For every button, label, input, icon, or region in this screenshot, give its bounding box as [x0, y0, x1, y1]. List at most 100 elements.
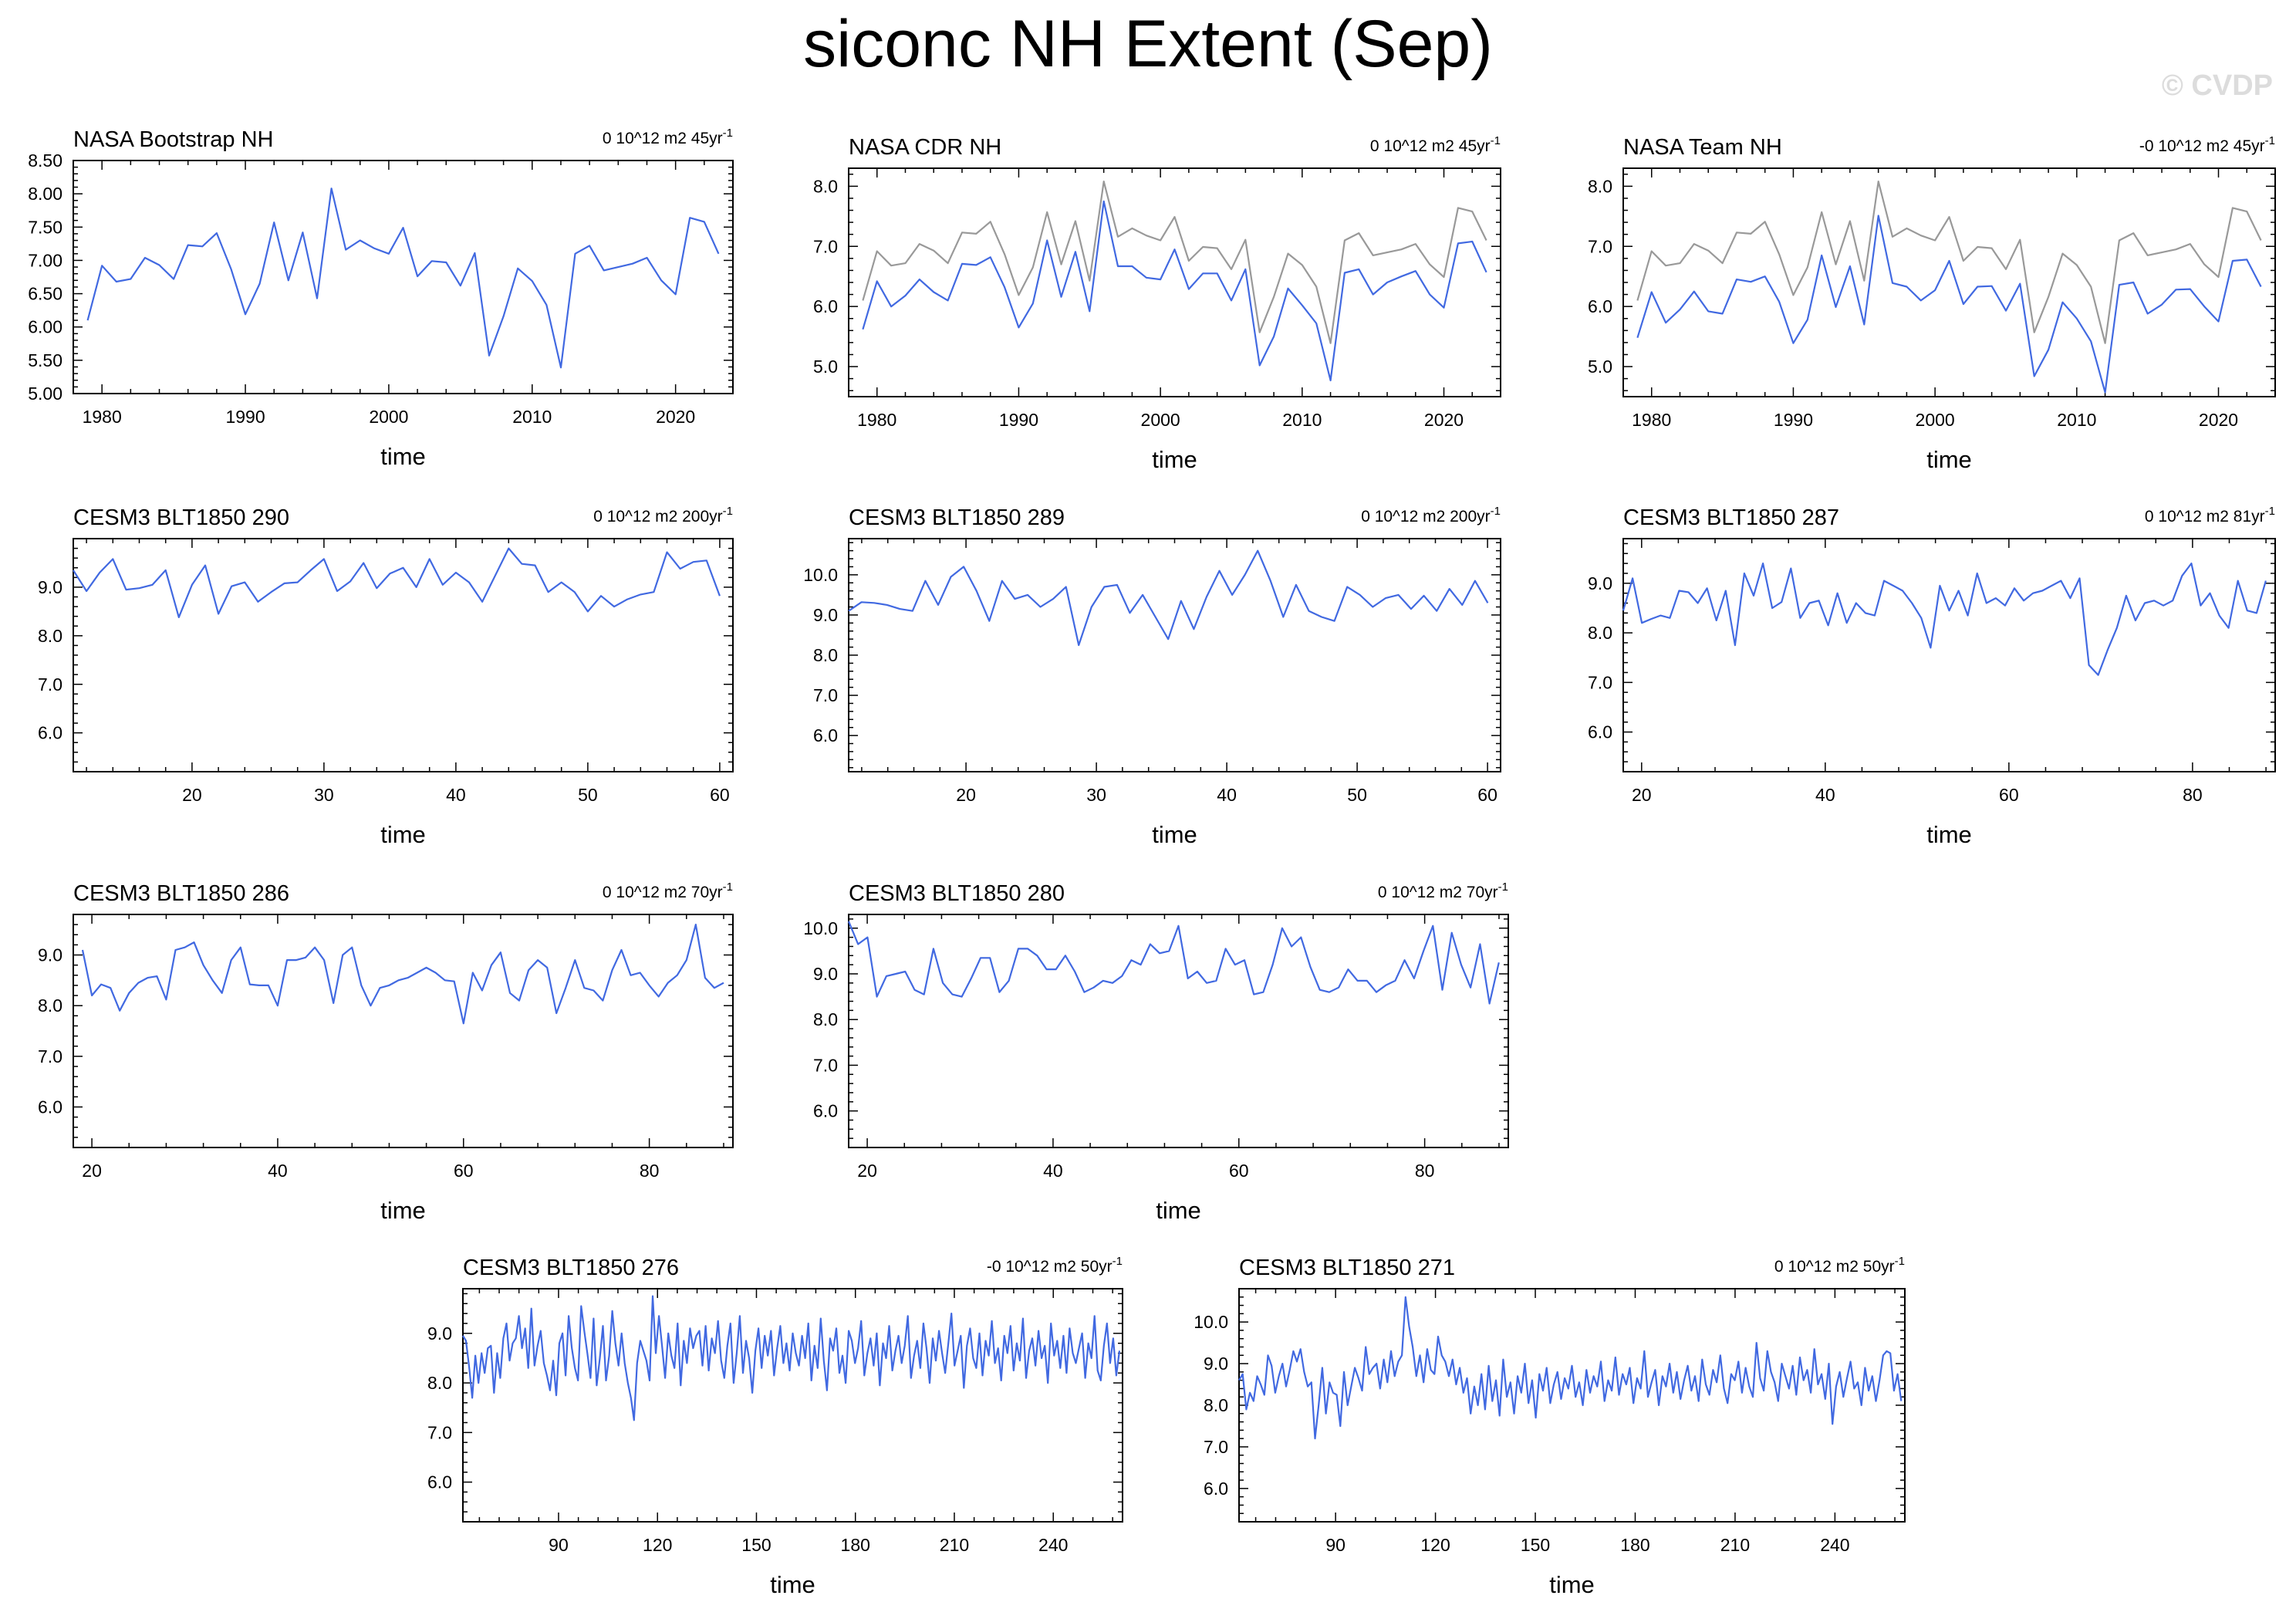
series-line-0	[1636, 181, 2262, 344]
y-tick-label: 7.0	[1204, 1437, 1228, 1457]
trend-label: 0 10^12 m2 50yr-1	[1774, 1255, 1905, 1276]
chart-panel-8: CESM3 BLT1850 276 -0 10^12 m2 50yr-1 6.0 7.…	[427, 1255, 1123, 1598]
x-tick-label: 2000	[1141, 410, 1180, 430]
x-tick-label: 40	[268, 1161, 288, 1181]
y-tick-label: 8.0	[1204, 1395, 1228, 1415]
x-tick-label: 2020	[1424, 410, 1464, 430]
x-tick-label: 40	[1043, 1161, 1063, 1181]
x-tick-label: 2000	[369, 407, 408, 427]
series-line-0	[847, 921, 1500, 1005]
chart-panel-4: CESM3 BLT1850 289 0 10^12 m2 200yr-1 6.0 7.…	[803, 505, 1501, 848]
y-tick-label: 10.0	[1194, 1312, 1228, 1332]
y-tick-label: 6.0	[1588, 296, 1612, 316]
y-tick-label: 6.0	[427, 1472, 452, 1492]
panel-title: NASA CDR NH	[849, 135, 1001, 160]
x-tick-label: 90	[1325, 1535, 1346, 1555]
x-tick-label: 60	[710, 785, 730, 805]
y-tick-label: 8.0	[813, 1009, 838, 1029]
trend-text: 0 10^12 m2 70yr	[603, 884, 723, 901]
x-tick-label: 1980	[1632, 410, 1671, 430]
x-tick-label: 30	[1086, 785, 1106, 805]
x-tick-label: 60	[1229, 1161, 1249, 1181]
x-tick-label: 80	[2183, 785, 2203, 805]
panel-title: CESM3 BLT1850 286	[73, 881, 289, 906]
x-axis-label: time	[770, 1571, 815, 1598]
x-axis-label: time	[380, 821, 426, 848]
y-tick-label: 10.0	[803, 918, 838, 938]
plot-frame	[848, 167, 1501, 397]
trend-exponent: -1	[1491, 505, 1501, 518]
y-tick-label: 9.0	[813, 605, 838, 625]
trend-label: 0 10^12 m2 70yr-1	[1378, 880, 1508, 901]
y-tick-label: 8.0	[38, 626, 62, 646]
series-line-0	[1622, 562, 2267, 676]
plot-frame	[73, 914, 734, 1148]
y-tick-label: 7.0	[427, 1422, 452, 1442]
panel-title: CESM3 BLT1850 287	[1623, 505, 1839, 530]
x-tick-label: 20	[857, 1161, 877, 1181]
x-tick-label: 60	[1999, 785, 2019, 805]
x-tick-label: 150	[1521, 1535, 1550, 1555]
x-tick-label: 2010	[2057, 410, 2096, 430]
chart-panel-0: NASA Bootstrap NH 0 10^12 m2 45yr-1 5.00 5.…	[28, 127, 734, 470]
x-tick-label: 20	[956, 785, 976, 805]
x-tick-label: 180	[841, 1535, 870, 1555]
x-tick-label: 40	[446, 785, 466, 805]
trend-exponent: -1	[723, 505, 733, 518]
panel-title: CESM3 BLT1850 276	[463, 1256, 679, 1280]
x-tick-label: 210	[1720, 1535, 1750, 1555]
y-tick-label: 6.0	[813, 296, 838, 316]
chart-panel-6: CESM3 BLT1850 286 0 10^12 m2 70yr-1 6.0 7.0…	[38, 880, 734, 1224]
y-tick-label: 9.0	[813, 964, 838, 984]
plot-frame	[1238, 1288, 1906, 1523]
panel-title: NASA Bootstrap NH	[73, 127, 274, 152]
series-line-0	[81, 923, 724, 1025]
y-tick-label: 6.0	[813, 725, 838, 745]
x-tick-label: 2020	[656, 407, 695, 427]
series-line-0	[462, 1295, 1121, 1421]
x-axis-label: time	[1152, 446, 1197, 473]
panel-title: CESM3 BLT1850 280	[849, 881, 1065, 906]
y-tick-label: 7.0	[38, 674, 62, 695]
x-tick-label: 40	[1217, 785, 1237, 805]
x-tick-label: 120	[1420, 1535, 1450, 1555]
plot-frame	[462, 1288, 1123, 1523]
panel-title: CESM3 BLT1850 289	[849, 505, 1065, 530]
watermark: © CVDP	[2161, 69, 2273, 102]
trend-text: -0 10^12 m2 45yr	[2139, 137, 2265, 155]
chart-panel-3: CESM3 BLT1850 290 0 10^12 m2 200yr-1 6.0 7.…	[38, 505, 734, 848]
trend-label: -0 10^12 m2 50yr-1	[987, 1255, 1123, 1276]
y-tick-label: 7.0	[38, 1046, 62, 1066]
y-tick-label: 6.0	[1204, 1479, 1228, 1499]
y-tick-label: 8.0	[1588, 176, 1612, 196]
y-tick-label: 6.0	[1588, 722, 1612, 742]
y-tick-label: 8.0	[813, 645, 838, 665]
x-tick-label: 180	[1620, 1535, 1649, 1555]
trend-exponent: -1	[1498, 880, 1508, 894]
x-tick-label: 30	[314, 785, 334, 805]
x-tick-label: 210	[940, 1535, 969, 1555]
trend-label: 0 10^12 m2 70yr-1	[603, 880, 733, 901]
panel-title: CESM3 BLT1850 271	[1239, 1256, 1455, 1280]
trend-text: 0 10^12 m2 200yr	[1361, 508, 1490, 526]
plot-frame	[73, 160, 734, 394]
y-tick-label: 6.00	[28, 317, 62, 337]
trend-label: 0 10^12 m2 45yr-1	[603, 127, 733, 147]
x-tick-label: 2010	[1282, 410, 1322, 430]
series-line-0	[73, 547, 721, 619]
x-tick-label: 20	[182, 785, 202, 805]
x-tick-label: 40	[1815, 785, 1835, 805]
y-tick-label: 5.50	[28, 350, 62, 370]
x-axis-label: time	[1156, 1197, 1201, 1224]
y-tick-label: 9.0	[1204, 1354, 1228, 1374]
trend-text: 0 10^12 m2 45yr	[1370, 137, 1491, 155]
x-tick-label: 2000	[1916, 410, 1955, 430]
plot-frame	[1622, 538, 2276, 772]
trend-exponent: -1	[1895, 1255, 1905, 1268]
x-tick-label: 120	[643, 1535, 672, 1555]
y-tick-label: 9.0	[427, 1323, 452, 1344]
y-tick-label: 8.0	[813, 176, 838, 196]
panel-title: NASA Team NH	[1623, 135, 1782, 160]
series-line-0	[86, 188, 720, 369]
